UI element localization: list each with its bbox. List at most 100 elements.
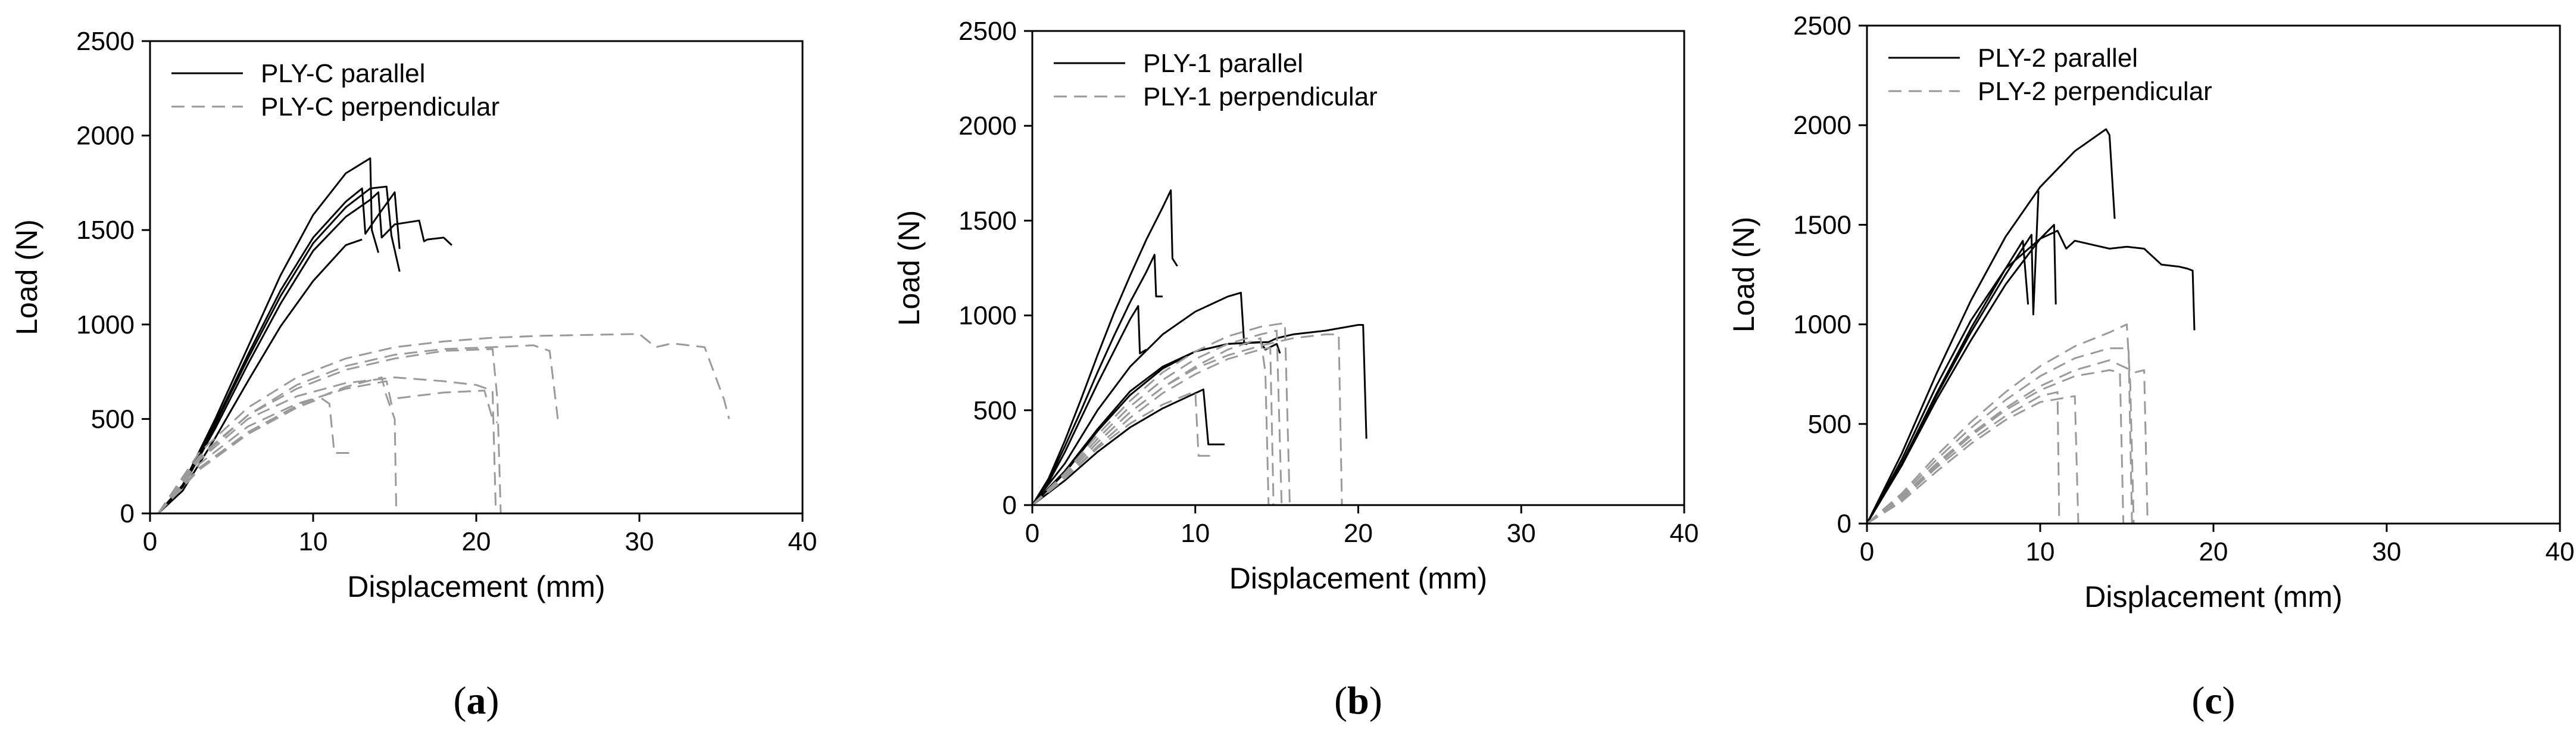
x-tick-label: 20 <box>1344 519 1373 548</box>
perpendicular-series-line-10 <box>157 397 354 515</box>
y-axis-title: Load (N) <box>10 219 43 335</box>
parallel-series-line-1 <box>1866 229 2196 524</box>
y-axis-title: Load (N) <box>892 210 926 326</box>
perpendicular-series-line-8 <box>157 333 730 514</box>
legend-label-perpendicular: PLY-C perpendicular <box>261 92 499 122</box>
y-tick-label: 0 <box>1837 509 1851 538</box>
y-tick-label: 1500 <box>76 216 135 245</box>
perpendicular-series-line-9 <box>1866 395 2079 525</box>
legend-label-parallel: PLY-1 parallel <box>1143 49 1303 78</box>
series-layer <box>1866 128 2196 525</box>
x-tick-label: 0 <box>1025 519 1039 548</box>
panel-label: (c) <box>2191 679 2235 722</box>
perpendicular-series-line-5 <box>1866 323 2135 525</box>
legend: PLY-2 parallel PLY-2 perpendicular <box>1888 43 2212 106</box>
panel-label-letter: a <box>467 679 486 722</box>
y-tick-label: 1000 <box>1793 310 1851 340</box>
legend: PLY-1 parallel PLY-1 perpendicular <box>1054 49 1378 111</box>
x-tick-label: 20 <box>2199 537 2228 566</box>
parallel-series-line-2 <box>157 191 452 515</box>
perpendicular-series-line-7 <box>157 380 498 514</box>
perpendicular-series-line-9 <box>157 344 559 514</box>
perpendicular-series-line-11 <box>157 376 398 515</box>
x-tick-label: 0 <box>1860 537 1874 566</box>
panel-label-open: ( <box>1334 679 1347 722</box>
plot-frame <box>1866 24 2561 525</box>
panel-label-letter: b <box>1347 679 1369 722</box>
x-axis-title: Displacement (mm) <box>2084 580 2342 613</box>
perpendicular-series-line-6 <box>157 376 497 514</box>
x-tick-label: 40 <box>1670 519 1699 548</box>
x-tick-label: 10 <box>1181 519 1210 548</box>
parallel-series-line-2 <box>1031 305 1147 506</box>
panel-label-close: ) <box>2222 679 2235 722</box>
legend-label-perpendicular: PLY-1 perpendicular <box>1143 82 1378 111</box>
chart-panel-a: 0 10 20 30 40 0 500 1000 1500 2000 2500 Displaceme… <box>10 27 817 722</box>
panel-label-close: ) <box>486 679 499 722</box>
y-tick-label: 500 <box>91 404 135 434</box>
panel-label-close: ) <box>1369 679 1382 722</box>
y-tick-label: 2000 <box>958 111 1017 141</box>
perpendicular-series-line-11 <box>1032 333 1343 506</box>
panel-label-open: ( <box>454 679 467 722</box>
y-tick-label: 500 <box>1808 410 1851 439</box>
panel-label-open: ( <box>2191 679 2205 722</box>
parallel-series-line-3 <box>157 187 401 514</box>
perpendicular-series-line-7 <box>1032 337 1270 506</box>
y-tick-label: 1500 <box>958 206 1017 235</box>
y-tick-label: 2500 <box>958 17 1017 46</box>
y-tick-label: 2500 <box>76 27 135 56</box>
perpendicular-series-line-12 <box>1032 347 1275 506</box>
parallel-series-line-0 <box>157 157 380 514</box>
parallel-series-line-4 <box>1866 239 2029 524</box>
x-tick-label: 30 <box>2372 537 2402 566</box>
series-layer <box>1031 189 1367 506</box>
legend-label-parallel: PLY-C parallel <box>261 59 425 88</box>
y-axis-title: Load (N) <box>1727 217 1760 333</box>
y-tick-label: 2000 <box>76 122 135 151</box>
parallel-series-line-0 <box>1031 189 1178 506</box>
x-tick-label: 30 <box>625 527 654 556</box>
parallel-series-line-6 <box>1032 388 1225 506</box>
legend-label-perpendicular: PLY-2 perpendicular <box>1978 77 2212 106</box>
x-axis-title: Displacement (mm) <box>347 570 605 603</box>
series-layer <box>157 157 730 515</box>
y-tick-label: 2000 <box>1793 111 1851 140</box>
panel-label: (b) <box>1334 679 1382 722</box>
ticks-layer: 0 10 20 30 40 0 500 1000 1500 2000 2500 <box>1793 11 2574 566</box>
y-tick-label: 0 <box>1003 491 1017 520</box>
x-tick-label: 20 <box>462 527 491 556</box>
chart-panel-c: 0 10 20 30 40 0 500 1000 1500 2000 2500 Displaceme… <box>1727 11 2574 722</box>
parallel-series-line-0 <box>1866 128 2116 524</box>
perpendicular-series-line-10 <box>1866 369 2125 525</box>
x-axis-title: Displacement (mm) <box>1229 562 1487 595</box>
plot-frame <box>1031 30 1685 506</box>
perpendicular-series-line-7 <box>1866 359 2149 525</box>
ticks-layer: 0 10 20 30 40 0 500 1000 1500 2000 2500 <box>76 27 817 556</box>
perpendicular-series-line-8 <box>1866 391 2060 525</box>
panel-label-letter: c <box>2205 679 2222 722</box>
x-tick-label: 40 <box>2546 537 2575 566</box>
ticks-layer: 0 10 20 30 40 0 500 1000 1500 2000 2500 <box>958 17 1698 548</box>
perpendicular-series-line-8 <box>1031 329 1283 506</box>
chart-panel-b: 0 10 20 30 40 0 500 1000 1500 2000 2500 Displaceme… <box>892 17 1698 722</box>
x-tick-label: 0 <box>143 527 157 556</box>
perpendicular-series-line-9 <box>1031 322 1291 506</box>
parallel-series-line-3 <box>1866 223 2057 524</box>
plot-frame <box>149 40 804 515</box>
x-tick-label: 30 <box>1507 519 1536 548</box>
y-tick-label: 1000 <box>76 310 135 340</box>
legend-label-parallel: PLY-2 parallel <box>1978 43 2138 73</box>
y-tick-label: 2500 <box>1793 11 1851 41</box>
x-tick-label: 10 <box>299 527 328 556</box>
y-tick-label: 500 <box>973 396 1017 425</box>
y-tick-label: 1000 <box>958 301 1017 331</box>
parallel-series-line-3 <box>1031 291 1248 506</box>
x-tick-label: 40 <box>788 527 817 556</box>
parallel-series-line-4 <box>1031 341 1281 506</box>
legend: PLY-C parallel PLY-C perpendicular <box>171 59 499 122</box>
x-tick-label: 10 <box>2026 537 2055 566</box>
parallel-series-line-1 <box>1031 254 1163 506</box>
y-tick-label: 0 <box>120 499 135 528</box>
